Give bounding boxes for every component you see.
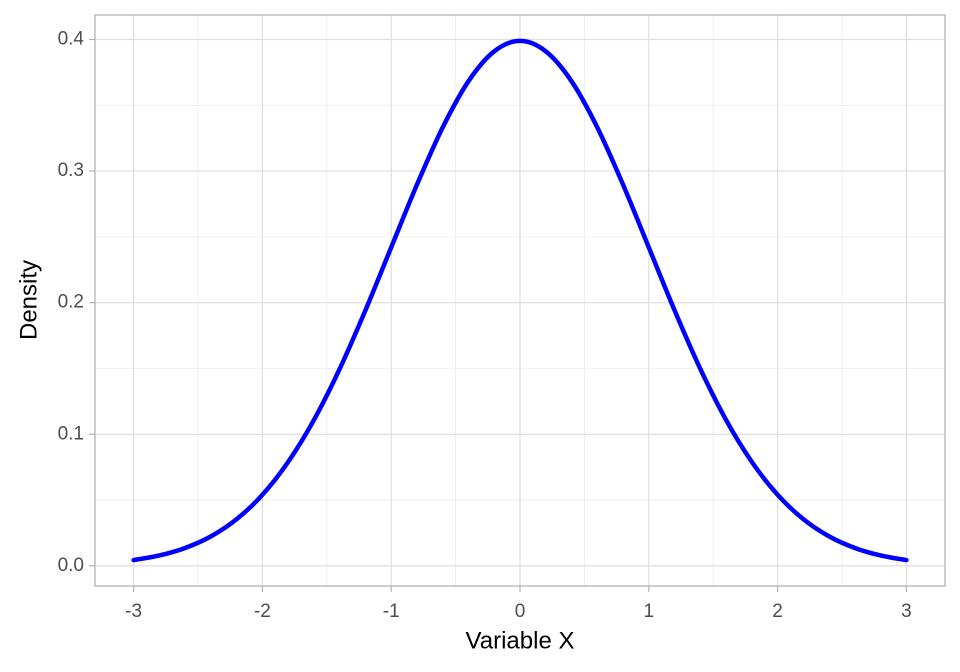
panel-border — [94, 14, 946, 587]
y-tick-label: 0.3 — [58, 160, 84, 181]
x-tick-label: -2 — [254, 601, 271, 622]
y-axis-title: Density — [15, 260, 42, 340]
y-tick-label: 0.4 — [58, 28, 85, 49]
x-tick-label: 1 — [643, 601, 654, 622]
x-tick-label: 2 — [772, 601, 783, 622]
x-tick-label: 3 — [901, 601, 912, 622]
density-line — [131, 38, 909, 563]
x-tick-label: -3 — [125, 601, 142, 622]
x-axis-title: Variable X — [466, 627, 575, 654]
y-tick-label: 0.2 — [58, 292, 84, 313]
x-tick-label: 0 — [515, 601, 526, 622]
y-tick-label: 0.0 — [58, 555, 84, 576]
x-tick-label: -1 — [383, 601, 400, 622]
y-tick-label: 0.1 — [58, 423, 84, 444]
